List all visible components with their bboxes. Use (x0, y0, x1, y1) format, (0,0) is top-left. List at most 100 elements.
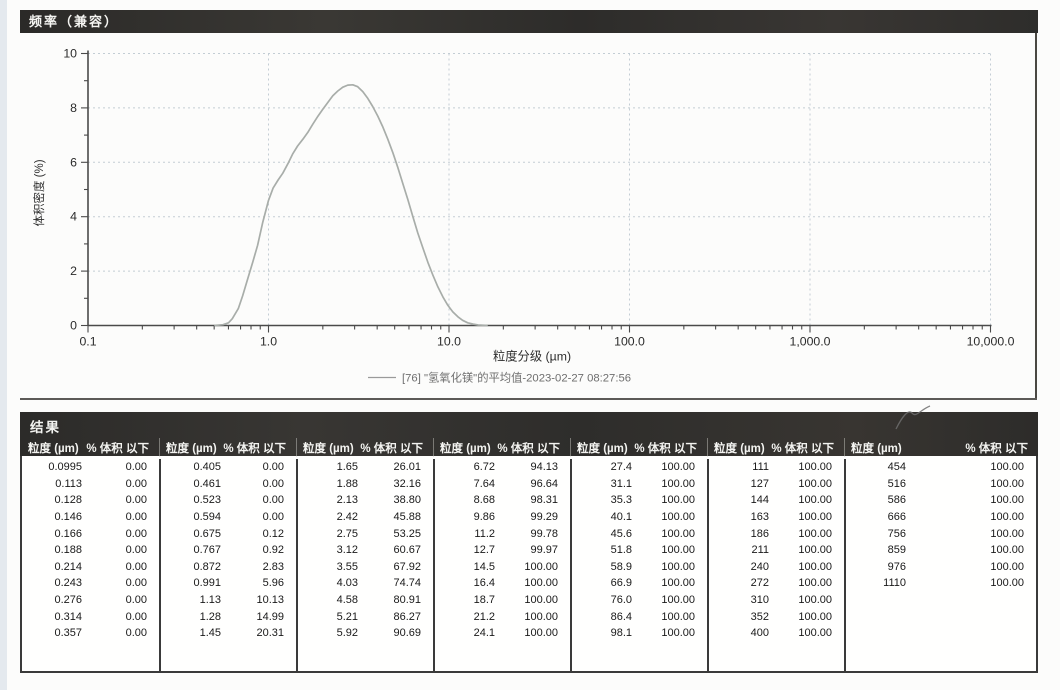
size-cell: 0.991 (193, 577, 221, 590)
results-panel: 结果 粒度 (µm)% 体积 以下 粒度 (µm)% 体积 以下 粒度 (µm)% … (20, 412, 1038, 673)
size-cell: 0.214 (54, 560, 82, 573)
chart-ticks (81, 52, 992, 333)
table-row: 756 100.00 (846, 525, 1036, 542)
pct-cell: 0.00 (125, 577, 147, 590)
column-group-header: 粒度 (µm) % 体积 以下 (844, 438, 1038, 457)
size-cell: 66.9 (610, 577, 632, 590)
table-row: 0.276 0.00 (22, 592, 159, 609)
svg-text:0.1: 0.1 (79, 335, 96, 349)
table-row: 24.1 100.00 (435, 625, 570, 642)
size-cell: 3.12 (336, 544, 358, 557)
pct-cell: 0.00 (125, 511, 147, 524)
size-cell: 586 (887, 494, 906, 507)
size-cell: 76.0 (610, 594, 632, 607)
size-cell: 666 (887, 511, 906, 524)
table-row: 0.113 0.00 (22, 476, 159, 493)
pct-cell: 53.25 (393, 527, 421, 540)
size-column-header: 粒度 (µm) (28, 442, 79, 455)
size-cell: 0.405 (193, 461, 221, 474)
table-row: 0.461 0.00 (161, 476, 296, 493)
results-table: 0.0995 0.00 0.113 0.00 0.128 0.00 0.146 0.00 0.1… (20, 456, 1038, 673)
size-cell: 352 (750, 610, 769, 623)
pct-cell: 100.00 (661, 461, 695, 474)
table-row: 5.92 90.69 (298, 625, 433, 642)
pct-cell: 100.00 (661, 544, 695, 557)
table-row: 40.1 100.00 (572, 509, 707, 526)
size-cell: 1110 (883, 577, 906, 590)
column-group-header: 粒度 (µm) % 体积 以下 (22, 438, 159, 457)
svg-text:1,000.0: 1,000.0 (789, 335, 830, 349)
pct-cell: 90.69 (393, 627, 421, 640)
table-row: 0.872 2.83 (161, 559, 296, 576)
chart-legend: [76] "氢氧化镁"的平均值-2023-02-27 08:27:56 (368, 371, 631, 385)
size-cell: 976 (887, 560, 906, 573)
pct-cell: 100.00 (798, 627, 832, 640)
pct-cell: 5.96 (262, 577, 284, 590)
table-row: 1.28 14.99 (161, 608, 296, 625)
pct-column-header: % 体积 以下 (86, 442, 149, 455)
table-row: 0.991 5.96 (161, 575, 296, 592)
table-row: 0.128 0.00 (22, 492, 159, 509)
svg-text:0: 0 (70, 319, 77, 333)
table-row: 31.1 100.00 (572, 476, 707, 493)
size-cell: 310 (750, 594, 769, 607)
pct-cell: 100.00 (524, 627, 558, 640)
pct-cell: 96.64 (530, 477, 558, 490)
size-column-header: 粒度 (µm) (851, 442, 902, 455)
size-cell: 0.276 (54, 594, 82, 607)
size-cell: 86.4 (610, 610, 632, 623)
pct-cell: 0.00 (125, 527, 147, 540)
legend-label: [76] "氢氧化镁"的平均值-2023-02-27 08:27:56 (402, 371, 631, 385)
pct-cell: 100.00 (661, 494, 695, 507)
table-row: 51.8 100.00 (572, 542, 707, 559)
pct-cell: 80.91 (393, 594, 421, 607)
svg-text:4: 4 (70, 210, 77, 224)
column-group: 6.72 94.13 7.64 96.64 8.68 98.31 9.86 99.29 11.2… (433, 459, 570, 671)
size-cell: 454 (887, 461, 906, 474)
size-cell: 40.1 (610, 511, 632, 524)
table-row: 2.42 45.88 (298, 509, 433, 526)
size-cell: 186 (750, 527, 769, 540)
table-row: 3.12 60.67 (298, 542, 433, 559)
pct-cell: 100.00 (798, 560, 832, 573)
pct-cell: 67.92 (393, 560, 421, 573)
size-cell: 51.8 (610, 544, 632, 557)
size-cell: 45.6 (610, 527, 632, 540)
size-cell: 98.1 (610, 627, 632, 640)
size-cell: 1.45 (199, 627, 221, 640)
table-row: 859 100.00 (846, 542, 1036, 559)
table-row: 310 100.00 (709, 592, 844, 609)
column-group: 111 100.00 127 100.00 144 100.00 163 100.00 186 1… (707, 459, 844, 671)
pct-cell: 100.00 (798, 544, 832, 557)
pct-cell: 100.00 (798, 477, 832, 490)
table-row: 35.3 100.00 (572, 492, 707, 509)
table-row: 1.45 20.31 (161, 625, 296, 642)
size-cell: 4.03 (336, 577, 358, 590)
size-cell: 0.146 (54, 511, 82, 524)
size-cell: 0.523 (193, 494, 221, 507)
size-cell: 127 (750, 477, 769, 490)
table-row: 16.4 100.00 (435, 575, 570, 592)
frequency-chart-svg: 0 2 4 6 8 10 0.1 1.0 10.0 100.0 1,000.0 10,000.0 粒度分… (32, 47, 1015, 385)
column-group: 1.65 26.01 1.88 32.16 2.13 38.80 2.42 45.88 2.75… (296, 459, 433, 671)
table-row: 1.13 10.13 (161, 592, 296, 609)
pct-cell: 100.00 (661, 594, 695, 607)
pct-cell: 100.00 (798, 494, 832, 507)
y-axis-label: 体积密度 (%) (32, 159, 46, 226)
column-group-header: 粒度 (µm) % 体积 以下 (159, 438, 296, 457)
pct-cell: 100.00 (661, 577, 695, 590)
table-row: 11.2 99.78 (435, 525, 570, 542)
table-row: 76.0 100.00 (572, 592, 707, 609)
pct-column-header: % 体积 以下 (634, 442, 697, 455)
size-cell: 1.88 (336, 477, 358, 490)
table-row: 454 100.00 (846, 459, 1036, 476)
chart-grid (88, 53, 991, 326)
table-row: 0.594 0.00 (161, 509, 296, 526)
column-group: 454 100.00 516 100.00 586 100.00 666 100.00 756 1… (844, 459, 1036, 671)
size-cell: 5.21 (336, 610, 358, 623)
size-cell: 16.4 (473, 577, 495, 590)
table-row: 163 100.00 (709, 509, 844, 526)
pct-column-header: % 体积 以下 (223, 442, 286, 455)
size-cell: 0.872 (193, 560, 221, 573)
table-row: 240 100.00 (709, 559, 844, 576)
